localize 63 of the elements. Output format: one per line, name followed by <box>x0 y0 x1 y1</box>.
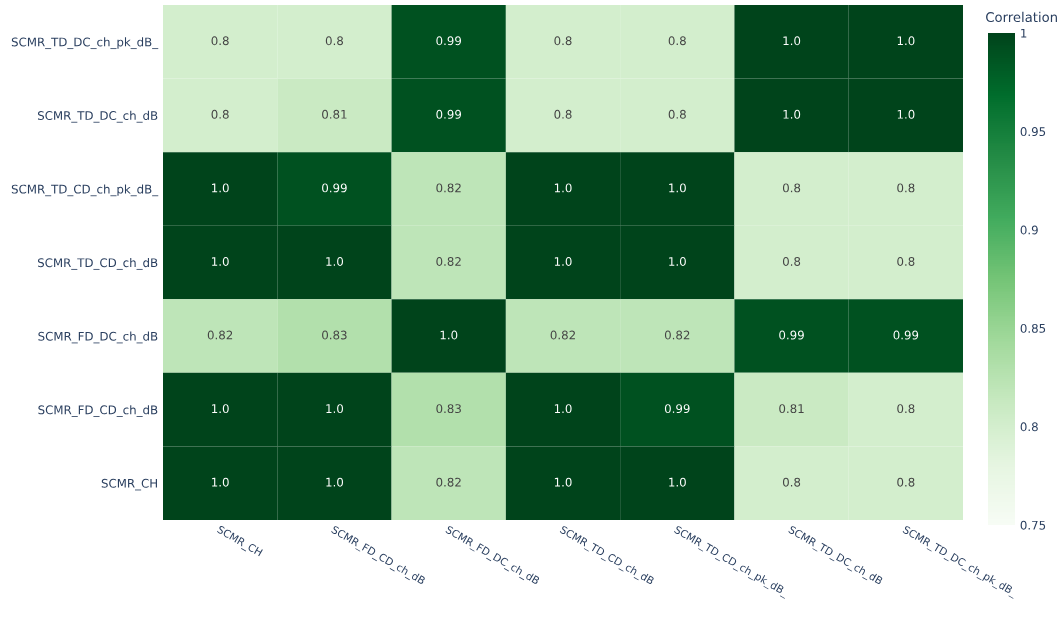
data-label: 1.0 <box>669 477 686 487</box>
data-label: 0.8 <box>554 36 572 46</box>
data-label: 0.8 <box>897 477 915 487</box>
color-bar-label: 1 <box>1021 28 1027 38</box>
data-label: 1.0 <box>212 477 229 487</box>
data-label: 1.0 <box>554 183 572 193</box>
data-label: 1.0 <box>554 257 572 266</box>
y-tick-label: SCMR_FD_CD_ch_dB <box>38 405 158 417</box>
data-label: 0.82 <box>664 330 690 340</box>
color-bar-label: 0.9 <box>1020 225 1038 235</box>
data-label: 0.8 <box>897 183 915 193</box>
data-label: 0.82 <box>436 257 461 266</box>
data-label: 0.82 <box>550 330 575 340</box>
data-label: 0.8 <box>668 109 686 119</box>
data-label: 0.8 <box>554 109 572 119</box>
data-label: 0.81 <box>779 404 804 414</box>
data-label: 1.0 <box>783 36 801 46</box>
data-label: 1.0 <box>554 404 572 414</box>
data-label: 0.83 <box>436 404 461 414</box>
y-tick-label: SCMR_CH <box>101 478 157 491</box>
data-label: 1.0 <box>326 257 344 266</box>
y-tick-label: SCMR_TD_CD_ch_pk_dB_ <box>11 184 159 197</box>
data-label: 1.0 <box>554 477 572 487</box>
data-label: 0.99 <box>893 330 919 340</box>
data-label: 1.0 <box>212 183 229 193</box>
data-label: 0.8 <box>897 257 915 266</box>
data-label: 1.0 <box>212 404 229 414</box>
data-label: 0.8 <box>782 477 801 487</box>
data-label: 0.99 <box>322 183 347 193</box>
data-label: 0.82 <box>207 330 233 340</box>
data-label: 1.0 <box>897 109 915 119</box>
y-tick-label: SCMR_FD_DC_ch_dB <box>38 331 158 344</box>
data-label: 1.0 <box>212 257 229 266</box>
data-label: 0.8 <box>211 109 229 119</box>
color-bar-label: 0.85 <box>1020 323 1046 333</box>
color-bar-label: 0.75 <box>1020 520 1046 530</box>
data-label: 1.0 <box>326 477 344 487</box>
data-label: 0.99 <box>436 36 462 46</box>
data-label: 0.81 <box>322 109 347 119</box>
data-label: 0.8 <box>325 36 344 46</box>
data-label: 1.0 <box>783 109 801 119</box>
data-label: 0.8 <box>668 36 686 46</box>
data-label: 0.8 <box>782 183 801 193</box>
data-label: 0.99 <box>779 330 804 340</box>
data-label: 0.82 <box>436 477 461 487</box>
color-bar-label: 0.95 <box>1020 127 1046 137</box>
data-label: 0.8 <box>782 257 801 266</box>
data-label: 0.82 <box>436 183 461 193</box>
data-label: 1.0 <box>326 404 344 414</box>
data-label: 0.8 <box>211 36 229 46</box>
data-label: 1.0 <box>669 257 686 266</box>
color-bar-title: Correlation <box>986 11 1057 23</box>
y-tick-label: SCMR_TD_DC_ch_dB <box>37 110 158 123</box>
data-label: 0.83 <box>322 330 347 340</box>
data-label: 0.99 <box>436 109 462 119</box>
data-label: 1.0 <box>669 183 686 193</box>
data-label: 0.99 <box>664 404 690 414</box>
y-tick-label: SCMR_TD_DC_ch_pk_dB_ <box>11 37 159 50</box>
color-bar-label: 0.8 <box>1020 422 1038 432</box>
data-label: 1.0 <box>440 330 458 340</box>
y-tick-label: SCMR_TD_CD_ch_dB <box>37 258 158 270</box>
data-label: 0.8 <box>897 404 915 414</box>
data-label: 1.0 <box>897 36 915 46</box>
